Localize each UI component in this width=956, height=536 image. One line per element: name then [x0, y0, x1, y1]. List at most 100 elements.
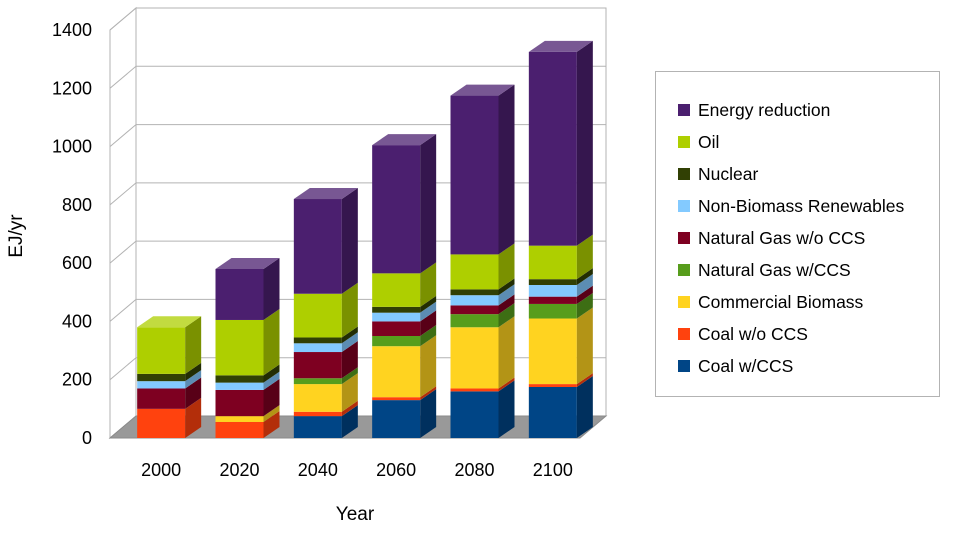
y-tick-label: 0	[82, 428, 92, 448]
bar-segment	[528, 384, 577, 387]
x-axis-title: Year	[336, 504, 375, 525]
bar-segment-side	[576, 285, 593, 304]
bar-segment-side	[341, 341, 358, 379]
legend-item: Nuclear	[678, 158, 939, 190]
legend-swatch	[678, 200, 690, 212]
bar-segment-side	[576, 40, 593, 246]
bar-segment-side	[341, 405, 358, 438]
legend: Energy reduction Oil Nuclear Non-Biomass Re…	[655, 71, 940, 397]
bar-segment-side	[498, 84, 515, 255]
legend-swatch	[678, 328, 690, 340]
bar-segment-side	[420, 335, 437, 398]
gridlines	[109, 7, 606, 381]
y-axis-title: EJ/yr	[6, 214, 27, 258]
bar-segment	[215, 268, 264, 320]
bar-segment	[372, 336, 421, 347]
chart-walls	[109, 6, 607, 440]
bar-segment	[450, 254, 499, 290]
bar-segment	[215, 389, 264, 417]
bar-segment	[450, 314, 499, 328]
side-wall	[109, 6, 137, 440]
bar-segment-side	[576, 274, 593, 297]
bar-top	[528, 40, 593, 52]
bar-segment-side	[263, 378, 280, 417]
bar-segment-side	[498, 303, 515, 328]
legend-label: Commercial Biomass	[698, 291, 864, 312]
bar-segment-side	[185, 362, 202, 382]
legend-item: Coal w/o CCS	[678, 318, 939, 350]
bar-segment	[293, 378, 342, 385]
x-tick-label: 2000	[141, 460, 181, 480]
bar-segment-side	[420, 134, 437, 274]
gridline	[109, 65, 606, 89]
y-tick-label: 200	[62, 370, 92, 390]
bar-segment	[528, 387, 577, 438]
legend-swatch	[678, 168, 690, 180]
bar-segment-side	[498, 284, 515, 306]
bar-top	[372, 134, 437, 146]
legend-item: Coal w/CCS	[678, 350, 939, 382]
bar-segment	[372, 145, 421, 274]
legend-swatch	[678, 232, 690, 244]
legend-item: Non-Biomass Renewables	[678, 190, 939, 222]
legend-item: Oil	[678, 126, 939, 158]
bar-segment-side	[263, 371, 280, 390]
bar-segment-side	[498, 278, 515, 296]
bar-segment	[137, 408, 186, 438]
bar-segment	[293, 352, 342, 379]
bar-segment-side	[420, 295, 437, 313]
bar-top	[137, 316, 202, 328]
bar-segment-side	[498, 294, 515, 315]
bar-segment	[293, 337, 342, 344]
legend-item: Energy reduction	[678, 94, 939, 126]
bar-segment	[450, 289, 499, 296]
bar-segment-side	[576, 373, 593, 387]
bar-segment	[137, 388, 186, 409]
bar-segment	[528, 245, 577, 280]
bar-segment	[528, 279, 577, 285]
bar-segment	[293, 199, 342, 294]
bar-segment	[450, 305, 499, 315]
bar-segment-side	[341, 367, 358, 385]
bar-segment-side	[341, 400, 358, 417]
bar-segment-side	[576, 307, 593, 385]
bar-segment-side	[576, 292, 593, 319]
bar-segment	[293, 416, 342, 438]
bar-segment-side	[576, 268, 593, 285]
bar-segment-side	[185, 370, 202, 389]
bar-top	[450, 84, 515, 96]
bar-segment	[372, 306, 421, 313]
x-tick-label: 2080	[454, 460, 494, 480]
bar-segment-side	[498, 316, 515, 389]
bar-segment-side	[341, 188, 358, 294]
bar-segment-side	[341, 373, 358, 412]
bar-segment-side	[263, 364, 280, 383]
x-tick-labels: 2000 2020 2040 2060 2080 2100	[141, 460, 573, 480]
y-tick-label: 600	[62, 253, 92, 273]
bar-segment-side	[185, 397, 202, 438]
legend-swatch	[678, 264, 690, 276]
legend-swatch	[678, 296, 690, 308]
gridline	[109, 7, 606, 31]
bar-segment-side	[341, 282, 358, 338]
bar-segment-side	[420, 310, 437, 336]
bar-segment	[528, 296, 577, 304]
bar-segment	[528, 285, 577, 297]
bar-segment-side	[341, 326, 358, 344]
legend-label: Energy reduction	[698, 99, 831, 120]
bar-segment	[528, 51, 577, 246]
bar-segment-side	[263, 257, 280, 320]
bar-segment	[137, 327, 186, 374]
bar-segment-side	[185, 316, 202, 374]
bar-segment	[137, 381, 186, 389]
legend-swatch	[678, 104, 690, 116]
gridline	[109, 182, 606, 206]
bar-segment	[372, 400, 421, 438]
bar-segment-side	[420, 262, 437, 307]
gridline	[109, 357, 606, 381]
legend-swatch	[678, 360, 690, 372]
bar-segment-side	[420, 386, 437, 401]
bar-segment-side	[185, 377, 202, 409]
legend-label: Natural Gas w/o CCS	[698, 227, 866, 248]
